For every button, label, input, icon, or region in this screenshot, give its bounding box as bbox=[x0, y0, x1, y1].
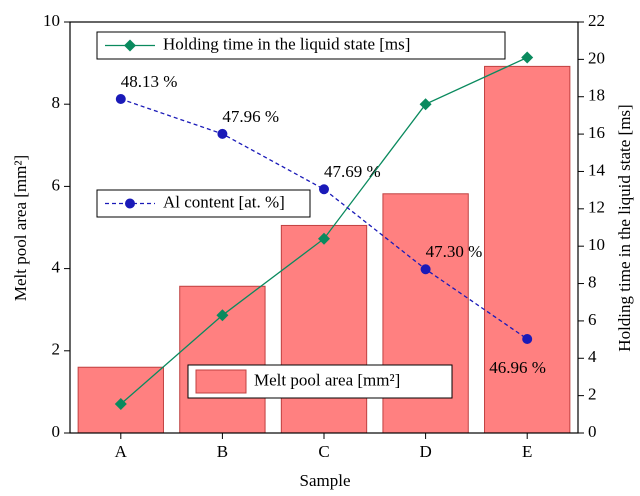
bar bbox=[179, 285, 266, 434]
x-tick-label: B bbox=[217, 442, 228, 461]
legend-label: Holding time in the liquid state [ms] bbox=[163, 34, 410, 53]
y2-tick-label: 22 bbox=[588, 11, 605, 30]
point bbox=[521, 51, 534, 64]
y2-tick-label: 2 bbox=[588, 385, 597, 404]
bar bbox=[280, 224, 368, 434]
y2-tick-label: 20 bbox=[588, 48, 605, 67]
legend-marker bbox=[125, 198, 135, 209]
y-tick-label: 4 bbox=[52, 258, 61, 277]
point bbox=[216, 309, 229, 322]
y-tick-label: 2 bbox=[52, 340, 61, 359]
data-label: 47.96 % bbox=[222, 107, 279, 126]
point bbox=[522, 334, 533, 344]
x-tick-label: C bbox=[318, 442, 329, 461]
bar bbox=[484, 65, 571, 434]
y2-tick-label: 10 bbox=[588, 235, 605, 254]
point bbox=[217, 128, 228, 139]
data-label: 47.69 % bbox=[324, 162, 381, 181]
x-tick-label: E bbox=[522, 442, 532, 461]
y2-axis-label: Holding time in the liquid state [ms] bbox=[615, 104, 634, 351]
data-label: 46.96 % bbox=[489, 358, 546, 377]
legend-marker bbox=[124, 39, 136, 52]
x-tick-label: A bbox=[115, 442, 128, 461]
y-tick-label: 8 bbox=[52, 93, 61, 112]
y2-tick-label: 14 bbox=[588, 160, 606, 179]
y-tick-label: 10 bbox=[43, 11, 60, 30]
y2-tick-label: 16 bbox=[588, 123, 605, 142]
series-line bbox=[120, 98, 528, 340]
y-tick-label: 6 bbox=[52, 175, 61, 194]
legend-box bbox=[96, 31, 506, 60]
point bbox=[318, 232, 330, 245]
y2-tick-label: 0 bbox=[588, 422, 597, 441]
point bbox=[115, 94, 126, 104]
x-tick-label: D bbox=[419, 442, 431, 461]
point bbox=[319, 184, 329, 195]
y-tick-label: 0 bbox=[52, 422, 61, 441]
point bbox=[419, 98, 432, 111]
data-label: 48.13 % bbox=[121, 72, 178, 91]
point bbox=[114, 398, 127, 411]
legend-swatch bbox=[195, 369, 247, 394]
y2-tick-label: 18 bbox=[588, 86, 605, 105]
y2-tick-label: 8 bbox=[588, 272, 597, 291]
y-axis-label: Melt pool area [mm²] bbox=[11, 155, 30, 301]
point bbox=[420, 264, 431, 275]
legend-label: Al content [at. %] bbox=[163, 192, 285, 211]
y2-tick-label: 12 bbox=[588, 198, 605, 217]
x-axis-label: Sample bbox=[300, 471, 351, 490]
data-label: 47.30 % bbox=[426, 242, 483, 261]
legend-label: Melt pool area [mm²] bbox=[254, 370, 400, 389]
y2-tick-label: 4 bbox=[588, 347, 597, 366]
y2-tick-label: 6 bbox=[588, 310, 597, 329]
